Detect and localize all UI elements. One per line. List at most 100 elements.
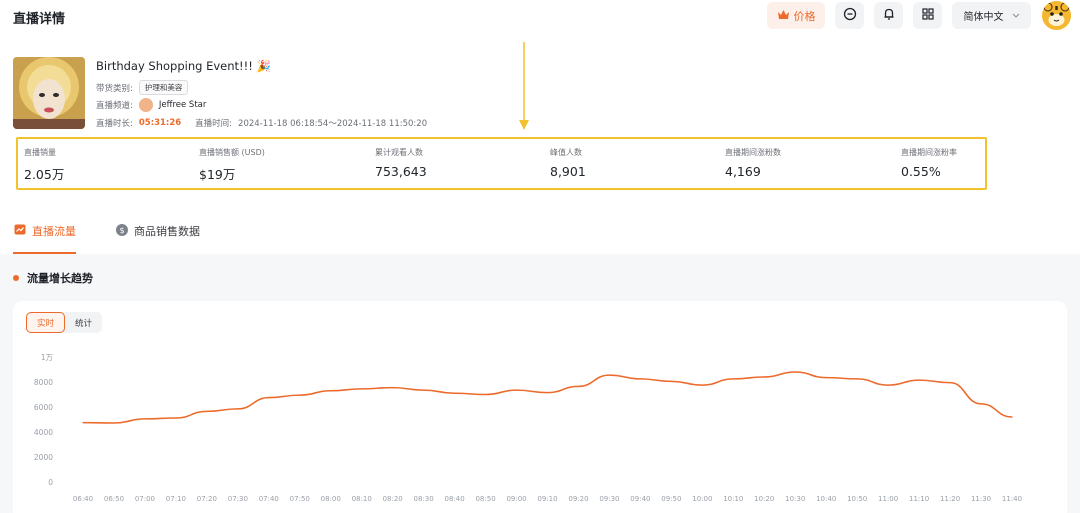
- time-label: 直播时间:: [195, 119, 233, 129]
- x-tick-label: 07:40: [259, 495, 279, 503]
- data-point[interactable]: [608, 374, 611, 376]
- data-point[interactable]: [639, 378, 642, 380]
- metric-label: 累计观看人数: [375, 148, 423, 157]
- x-tick-label: 10:30: [785, 495, 805, 503]
- tab-live-traffic[interactable]: 直播流量: [14, 223, 76, 239]
- metric-total-viewers: 累计观看人数 753,643: [375, 147, 427, 179]
- data-point[interactable]: [546, 392, 549, 394]
- price-label: 价格: [793, 9, 816, 23]
- page-title: 直播详情: [13, 12, 66, 27]
- grid-icon: [921, 6, 935, 25]
- chevron-down-icon: [1012, 10, 1020, 21]
- message-button[interactable]: [835, 2, 864, 29]
- anchor-row: 直播频道: Jeffree Star: [96, 98, 206, 112]
- x-tick-label: 09:50: [661, 495, 681, 503]
- duration-value: 05:31:26: [138, 118, 182, 128]
- data-point[interactable]: [701, 384, 703, 386]
- x-tick-label: 08:40: [445, 495, 465, 503]
- data-point[interactable]: [732, 378, 734, 380]
- data-point[interactable]: [392, 387, 394, 389]
- data-point[interactable]: [454, 392, 456, 394]
- bell-icon: [882, 6, 896, 25]
- line-chart-icon: [14, 224, 26, 238]
- x-tick-label: 10:40: [816, 495, 836, 503]
- category-tag[interactable]: 护理和美容: [138, 80, 189, 95]
- data-point[interactable]: [423, 389, 425, 391]
- toggle-statistics[interactable]: 统计: [75, 318, 93, 329]
- data-point[interactable]: [330, 390, 332, 392]
- x-tick-label: 08:50: [475, 495, 495, 503]
- category-label: 带货类别:: [96, 83, 133, 94]
- tab-product-sales[interactable]: $ 商品销售数据: [116, 223, 200, 239]
- metric-value: 753,643: [375, 164, 427, 179]
- data-point[interactable]: [299, 394, 301, 396]
- data-point[interactable]: [237, 408, 239, 410]
- crown-icon: [777, 9, 790, 23]
- x-tick-label: 08:10: [352, 495, 372, 503]
- x-tick-label: 11:30: [971, 495, 991, 503]
- data-point[interactable]: [577, 385, 580, 387]
- language-select[interactable]: 简体中文: [952, 2, 1031, 29]
- series-line: [82, 371, 1013, 424]
- tab-label: 商品销售数据: [134, 225, 200, 238]
- data-point[interactable]: [144, 418, 146, 420]
- traffic-line-chart: 0 2000 4000 6000 8000 1万 06:40 06:50 07:00 07:10 0…: [34, 353, 1022, 503]
- metric-peak-viewers: 峰值人数 8,901: [550, 147, 586, 179]
- data-point[interactable]: [918, 379, 920, 381]
- section-title: 流量增长趋势: [13, 270, 93, 286]
- y-tick-label: 6000: [34, 403, 53, 412]
- price-button[interactable]: 价格: [767, 2, 825, 29]
- x-tick-label: 09:20: [568, 495, 588, 503]
- metric-follower-rate: 直播期间涨粉率 0.55%: [901, 147, 957, 179]
- metric-value: 2.05万: [24, 167, 65, 182]
- x-tick-label: 11:20: [940, 495, 960, 503]
- x-tick-label: 07:50: [290, 495, 310, 503]
- x-tick-label: 11:10: [909, 495, 929, 503]
- x-tick-label: 08:00: [321, 495, 341, 503]
- data-point[interactable]: [1011, 416, 1013, 418]
- message-icon: [843, 6, 857, 25]
- anchor-name[interactable]: Jeffree Star: [158, 100, 207, 110]
- data-point[interactable]: [949, 382, 951, 384]
- data-point[interactable]: [794, 371, 796, 373]
- data-point[interactable]: [515, 389, 518, 391]
- data-point[interactable]: [206, 410, 208, 412]
- data-point[interactable]: [763, 376, 765, 378]
- metrics-panel: 直播销量 2.05万 直播销售额 (USD) $19万 累计观看人数 753,6…: [16, 137, 987, 190]
- y-tick-label: 4000: [34, 428, 53, 437]
- metric-label: 直播销售额 (USD): [199, 148, 265, 157]
- y-tick-label: 8000: [34, 378, 53, 387]
- language-label: 简体中文: [963, 12, 1004, 23]
- data-point[interactable]: [825, 377, 827, 379]
- notification-button[interactable]: [874, 2, 903, 29]
- x-tick-label: 08:30: [414, 495, 434, 503]
- toggle-realtime[interactable]: 实时: [26, 312, 66, 333]
- data-point[interactable]: [980, 403, 982, 405]
- x-tick-label: 10:50: [847, 495, 867, 503]
- apps-button[interactable]: [913, 2, 942, 29]
- data-point[interactable]: [361, 388, 363, 390]
- x-tick-label: 10:10: [723, 495, 743, 503]
- top-bar: 直播详情 价格 简体中文: [0, 0, 1080, 34]
- data-point[interactable]: [113, 422, 115, 424]
- x-tick-label: 07:10: [166, 495, 186, 503]
- category-row: 带货类别: 护理和美容: [96, 80, 189, 95]
- data-point[interactable]: [175, 417, 177, 419]
- data-point[interactable]: [268, 397, 270, 399]
- data-point[interactable]: [484, 393, 487, 396]
- x-tick-label: 09:40: [630, 495, 650, 503]
- x-tick-label: 07:00: [135, 495, 155, 503]
- x-tick-label: 11:00: [878, 495, 898, 503]
- data-point[interactable]: [887, 384, 889, 386]
- live-title: Birthday Shopping Event!!! 🎉: [96, 59, 271, 73]
- anchor-avatar[interactable]: [138, 98, 153, 112]
- data-point[interactable]: [670, 380, 672, 382]
- user-avatar[interactable]: [1042, 1, 1071, 30]
- x-tick-label: 06:50: [104, 495, 124, 503]
- data-point[interactable]: [856, 378, 858, 380]
- data-point[interactable]: [82, 422, 84, 424]
- metric-value: 8,901: [550, 164, 586, 179]
- x-tick-label: 10:00: [692, 495, 712, 503]
- active-tab-indicator: [13, 252, 76, 254]
- metric-label: 峰值人数: [550, 148, 582, 157]
